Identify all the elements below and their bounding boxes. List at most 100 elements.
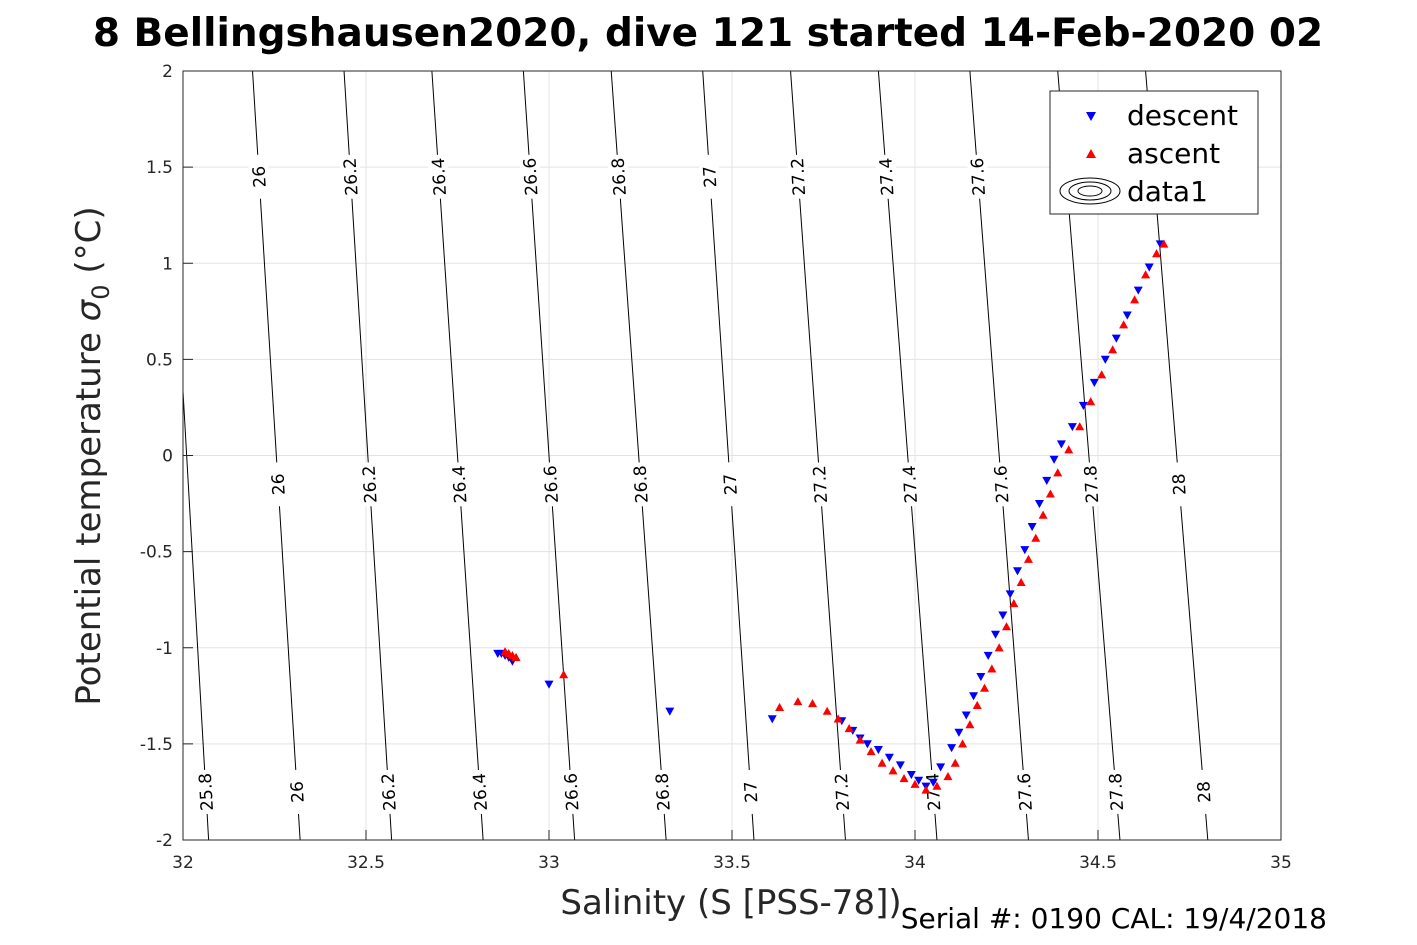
descent-point bbox=[1034, 499, 1044, 509]
ascent-point bbox=[899, 773, 909, 783]
ascent-point bbox=[1038, 510, 1048, 519]
contour-label-bg bbox=[898, 461, 922, 507]
contour-label: 27 bbox=[739, 769, 762, 815]
descent-point bbox=[1020, 546, 1030, 555]
x-tick-label: 32.5 bbox=[347, 853, 385, 873]
descent-point bbox=[983, 651, 993, 660]
contour-label: 27.2 bbox=[830, 769, 854, 815]
contour-label: 26 bbox=[247, 154, 271, 200]
contour-label-text: 26.8 bbox=[609, 157, 631, 196]
descent-point bbox=[1012, 567, 1022, 576]
contour-label: 28 bbox=[1167, 461, 1191, 507]
ascent-point bbox=[1119, 320, 1129, 329]
y-tick-label: 0.5 bbox=[146, 350, 173, 370]
descent-point bbox=[969, 692, 979, 701]
density-contour-line bbox=[790, 70, 846, 841]
descent-point bbox=[1049, 455, 1059, 464]
contour-label: 26.4 bbox=[448, 461, 471, 507]
descent-point bbox=[1005, 590, 1015, 599]
ascent-point bbox=[866, 747, 876, 756]
ascent-point bbox=[972, 700, 982, 710]
descent-point bbox=[1089, 378, 1099, 387]
contour-label: 26.4 bbox=[468, 769, 492, 815]
contour-label: 26.8 bbox=[651, 769, 675, 815]
contour-label-text: 26 bbox=[249, 165, 270, 188]
ascent-point bbox=[921, 785, 931, 794]
contour-label: 26.8 bbox=[629, 461, 653, 507]
contour-label-text: 27 bbox=[741, 781, 762, 804]
contour-label-bg bbox=[339, 154, 362, 200]
x-axis-label: Salinity (S [PSS-78]) bbox=[560, 883, 901, 923]
descent-point bbox=[1067, 423, 1077, 432]
density-contour-line bbox=[431, 70, 484, 841]
ascent-point bbox=[932, 781, 942, 790]
legend-ascent-label: ascent bbox=[1127, 137, 1220, 170]
descent-point bbox=[976, 672, 986, 682]
density-contour-line bbox=[610, 70, 667, 841]
contour-label: 27.4 bbox=[898, 461, 922, 507]
descent-point bbox=[954, 728, 964, 737]
contour-label-text: 28 bbox=[1169, 473, 1190, 496]
contour-label-text: 27.2 bbox=[788, 157, 810, 196]
density-contour-line bbox=[252, 70, 301, 841]
y-tick-label: 1 bbox=[162, 254, 173, 274]
contour-label: 27 bbox=[719, 461, 742, 507]
contour-label-text: 27.8 bbox=[1081, 465, 1103, 504]
contour-label-bg bbox=[698, 154, 722, 200]
contour-label-bg bbox=[358, 461, 381, 507]
ascent-point bbox=[950, 758, 960, 767]
contour-label-bg bbox=[468, 769, 492, 815]
descent-point bbox=[1078, 401, 1088, 411]
contour-label: 26 bbox=[285, 769, 309, 815]
contour-label: 26.2 bbox=[377, 769, 401, 815]
contour-label-text: 26.6 bbox=[561, 772, 583, 811]
contour-label: 27 bbox=[698, 154, 722, 200]
legend: descent ascent data1 bbox=[1049, 90, 1259, 215]
density-contour-line bbox=[522, 70, 576, 841]
y-tick-label: 2 bbox=[162, 62, 173, 82]
contour-label-text: 27.8 bbox=[1106, 772, 1128, 811]
ascent-point bbox=[559, 670, 569, 679]
ascent-point bbox=[1141, 270, 1151, 279]
x-tick-label: 32 bbox=[172, 853, 194, 873]
descent-point bbox=[1027, 523, 1037, 532]
descent-point bbox=[1111, 334, 1121, 343]
contour-label: 27.6 bbox=[990, 461, 1013, 507]
contour-label-text: 27.4 bbox=[900, 465, 922, 504]
contour-label-text: 26.2 bbox=[341, 157, 363, 196]
contour-label-text: 27.4 bbox=[923, 772, 945, 811]
density-contour-line bbox=[343, 70, 393, 841]
descent-point bbox=[998, 611, 1008, 620]
contour-label-bg bbox=[539, 461, 563, 507]
contour-label-bg bbox=[719, 461, 742, 507]
ascent-point bbox=[877, 758, 887, 767]
contour-label-bg bbox=[1167, 461, 1191, 507]
legend-data1-label: data1 bbox=[1127, 175, 1208, 208]
ascent-point bbox=[1031, 533, 1041, 542]
y-tick-label: 0 bbox=[162, 447, 173, 467]
contour-label-text: 26.4 bbox=[449, 465, 471, 504]
contour-label-text: 27 bbox=[721, 473, 742, 496]
contour-label-text: 27.4 bbox=[876, 157, 898, 196]
ascent-point bbox=[822, 706, 832, 715]
contour-label-bg bbox=[448, 461, 471, 507]
contour-label-bg bbox=[808, 461, 832, 507]
ascent-point bbox=[844, 723, 854, 733]
y-tick-label: -0.5 bbox=[140, 543, 173, 563]
data-series bbox=[493, 239, 1169, 794]
legend-ascent-marker bbox=[1086, 149, 1096, 158]
contour-label-bg bbox=[247, 154, 271, 200]
ascent-point bbox=[994, 643, 1004, 652]
ascent-point bbox=[1002, 622, 1011, 631]
descent-point bbox=[895, 761, 905, 770]
ascent-point bbox=[888, 766, 898, 775]
contour-label: 26.6 bbox=[519, 154, 542, 200]
contour-label-text: 28 bbox=[1194, 781, 1215, 804]
contour-label-bg bbox=[1192, 769, 1216, 815]
density-contour-line bbox=[877, 70, 938, 841]
contour-label: 28 bbox=[1192, 769, 1216, 815]
y-tick-label: 1.5 bbox=[146, 158, 173, 178]
legend-contour-icon bbox=[1059, 177, 1121, 205]
contour-label-bg bbox=[990, 461, 1013, 507]
